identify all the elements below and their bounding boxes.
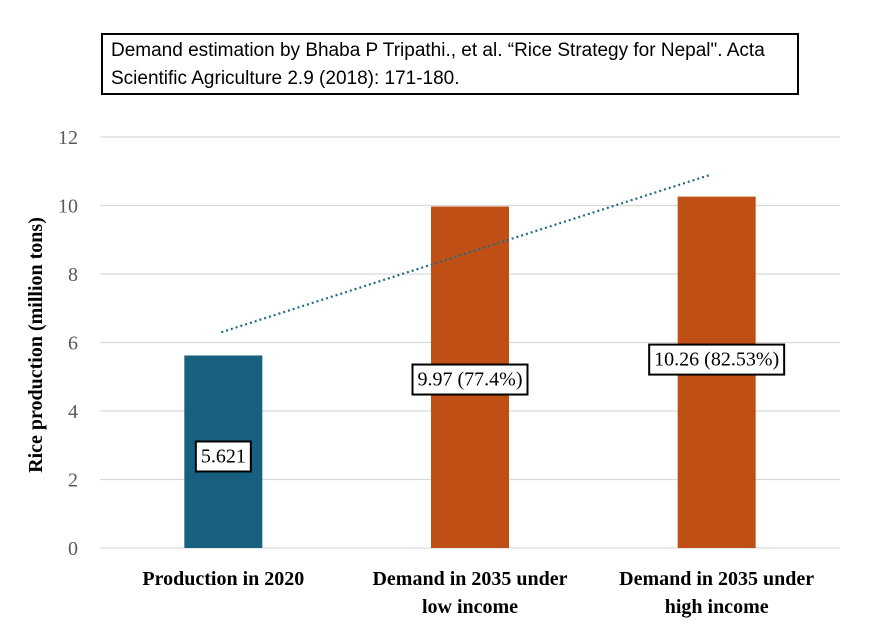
y-tick-label: 2 — [68, 470, 78, 492]
y-axis-title: Rice production (million tons) — [25, 217, 47, 473]
trendline — [220, 173, 712, 334]
data-label-box — [411, 363, 529, 396]
data-label-box — [194, 440, 252, 473]
data-label: 10.26 (82.53%) — [654, 349, 779, 371]
y-tick-label: 10 — [58, 196, 78, 218]
category-label: low income — [422, 596, 518, 618]
y-tick-label: 0 — [68, 538, 78, 560]
y-tick-labels: 0 2 4 6 8 10 12 — [58, 127, 78, 560]
data-label: 9.97 (77.4%) — [418, 369, 523, 391]
y-tick-label: 6 — [68, 333, 78, 355]
category-label: Demand in 2035 under — [372, 568, 567, 590]
category-label: Demand in 2035 under — [619, 568, 814, 590]
citation-note: Demand estimation by Bhaba P Tripathi., … — [101, 33, 799, 95]
trendline-group — [220, 173, 712, 334]
y-tick-label: 8 — [68, 264, 78, 286]
data-label: 5.621 — [201, 445, 246, 467]
y-tick-label: 12 — [58, 127, 78, 149]
category-labels: Production in 2020 Demand in 2035 under lo… — [142, 568, 814, 618]
category-label: Production in 2020 — [142, 568, 304, 590]
y-tick-label: 4 — [68, 401, 78, 423]
data-labels: 5.621 9.97 (77.4%) 10.26 (82.53%) — [194, 343, 786, 473]
data-label-box — [648, 343, 786, 376]
category-label: high income — [665, 596, 769, 618]
